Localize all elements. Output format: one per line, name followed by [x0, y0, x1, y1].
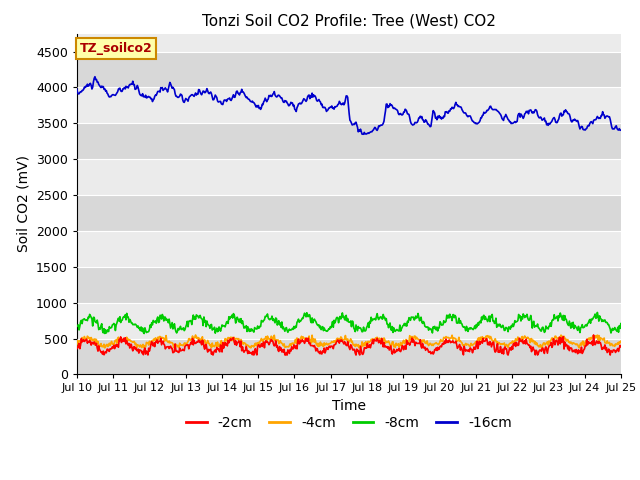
Text: TZ_soilco2: TZ_soilco2 [79, 42, 152, 55]
Bar [77, 51, 621, 87]
Bar [77, 231, 621, 267]
Title: Tonzi Soil CO2 Profile: Tree (West) CO2: Tonzi Soil CO2 Profile: Tree (West) CO2 [202, 13, 496, 28]
Bar [77, 87, 621, 123]
Bar [77, 195, 621, 231]
Bar [77, 303, 621, 338]
Bar [77, 123, 621, 159]
Legend: -2cm, -4cm, -8cm, -16cm: -2cm, -4cm, -8cm, -16cm [180, 410, 517, 436]
Bar [77, 159, 621, 195]
X-axis label: Time: Time [332, 399, 366, 413]
Bar [77, 338, 621, 374]
Bar [77, 267, 621, 303]
Y-axis label: Soil CO2 (mV): Soil CO2 (mV) [17, 156, 30, 252]
